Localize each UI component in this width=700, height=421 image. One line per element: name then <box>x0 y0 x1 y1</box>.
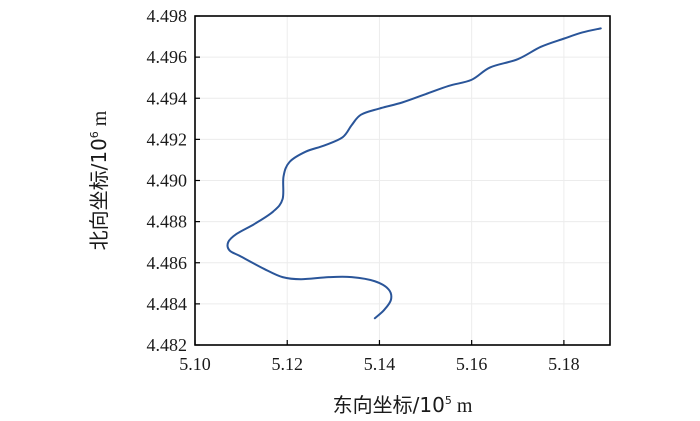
y-axis-title-prefix: 北向坐标/10 <box>87 138 111 250</box>
y-axis-title-unit: m <box>89 110 111 131</box>
y-tick-label: 4.490 <box>147 171 188 191</box>
trajectory-line <box>226 27 602 320</box>
x-axis-title-exponent: 5 <box>445 394 452 407</box>
axis-ticks: 5.10 5.12 5.14 5.16 5.18 4.482 4.484 4.486 4.488… <box>147 6 580 374</box>
y-axis-title-exponent: 6 <box>88 131 101 138</box>
grid-lines <box>194 15 610 346</box>
y-axis-title: 北向坐标/106 m <box>87 110 111 250</box>
x-tick-label: 5.14 <box>364 354 396 374</box>
y-tick-label: 4.498 <box>147 6 188 26</box>
y-tick-label: 4.488 <box>147 212 188 232</box>
x-axis-title-prefix: 东向坐标/10 <box>333 393 445 417</box>
x-tick-label: 5.10 <box>179 354 211 374</box>
x-axis-title: 东向坐标/105 m <box>333 393 473 417</box>
x-tick-label: 5.18 <box>548 354 580 374</box>
y-tick-label: 4.492 <box>147 129 188 149</box>
y-tick-label: 4.494 <box>147 88 188 108</box>
y-tick-label: 4.496 <box>147 47 188 67</box>
series-layer <box>226 27 602 320</box>
y-tick-label: 4.484 <box>147 294 188 314</box>
y-tick-label: 4.486 <box>147 253 188 273</box>
x-tick-label: 5.12 <box>271 354 303 374</box>
x-tick-label: 5.16 <box>456 354 488 374</box>
y-tick-label: 4.482 <box>147 335 188 355</box>
x-axis-title-unit: m <box>452 395 473 417</box>
